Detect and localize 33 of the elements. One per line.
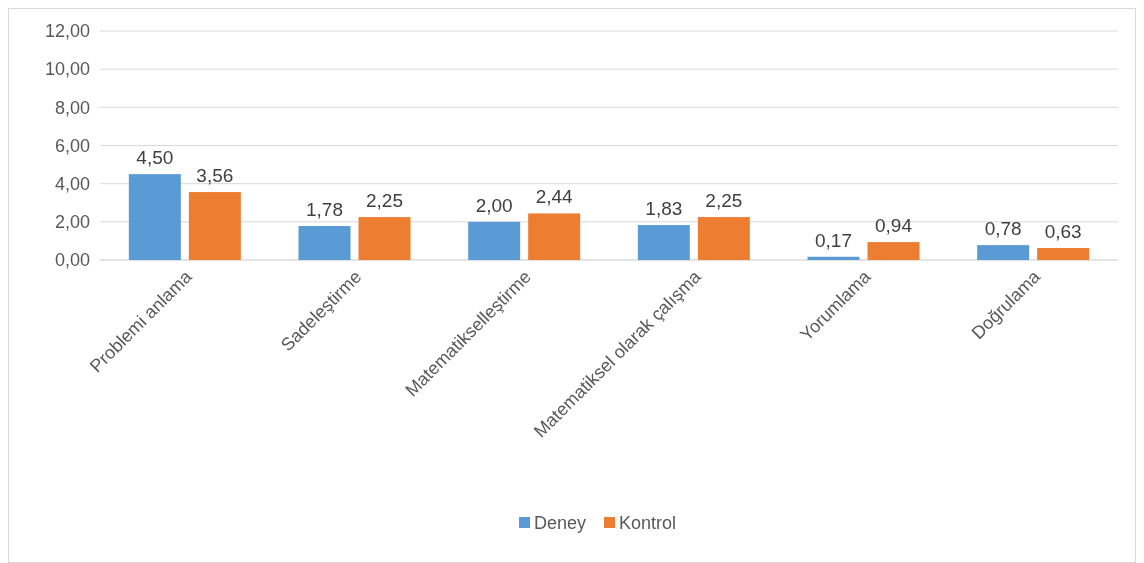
bar [867,242,920,260]
bar [128,174,181,260]
data-label: 1,78 [306,199,343,221]
data-label: 0,63 [1044,220,1082,242]
bar [807,256,860,260]
bar [637,225,690,260]
legend-label: Deney [534,513,587,534]
data-label: 2,25 [705,190,743,212]
bar [188,192,241,260]
y-tick-label: 4,00 [54,173,90,194]
data-label: 1,83 [645,198,683,220]
bar [298,226,351,260]
bar [977,245,1030,260]
data-label: 0,94 [875,215,913,237]
y-tick-label: 12,00 [44,21,90,42]
y-tick-label: 6,00 [54,135,90,156]
data-label: 2,44 [535,186,574,208]
data-label: 4,50 [136,147,174,169]
data-label: 0,78 [984,218,1022,240]
legend-label: Kontrol [619,513,677,534]
y-tick-label: 2,00 [54,212,90,233]
data-label: 0,17 [815,229,852,251]
data-label: 2,00 [475,194,513,216]
bar [528,213,581,260]
data-label: 2,25 [366,190,403,212]
bar [468,221,521,260]
y-tick-label: 10,00 [44,59,90,80]
y-tick-label: 8,00 [54,97,90,118]
y-tick-label: 0,00 [54,250,90,271]
bar [697,217,750,260]
bar [358,217,411,260]
bar [1037,247,1090,260]
data-label: 3,56 [196,165,234,187]
